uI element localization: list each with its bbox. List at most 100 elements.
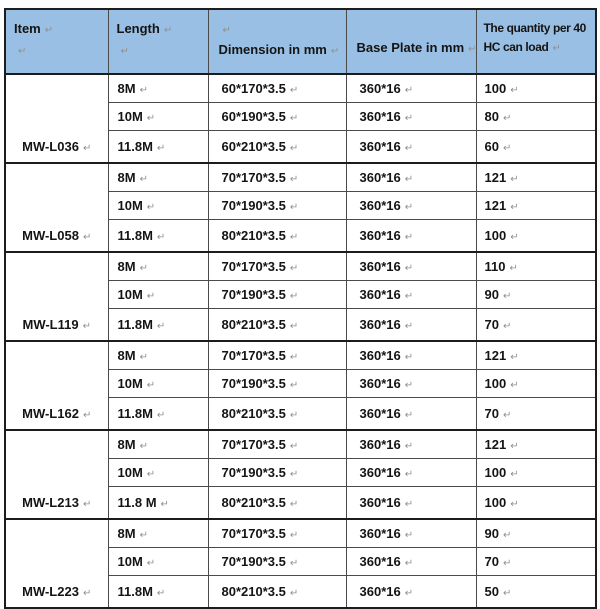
dimension-value: 70*170*3.5	[221, 169, 286, 185]
return-mark-icon: ↵	[510, 231, 519, 243]
return-mark-icon: ↵	[289, 173, 299, 185]
length-cell: 10M ↵	[107, 546, 209, 576]
return-mark-icon: ↵	[289, 440, 299, 452]
quantity-cell: 90 ↵	[475, 279, 597, 309]
dimension-cell: 70*170*3.5 ↵	[207, 162, 347, 192]
quantity-value: 100	[484, 227, 507, 243]
base-plate-cell: 360*16 ↵	[345, 574, 477, 609]
base-plate-cell: 360*16 ↵	[345, 340, 477, 370]
header-dimension-line1: ↵	[219, 19, 344, 40]
dimension-value: 70*190*3.5	[221, 464, 286, 480]
base-plate-value: 360*16	[359, 405, 401, 421]
length-cell: 10M ↵	[107, 279, 209, 309]
table-row: 10M ↵ 70*190*3.5 ↵ 360*16 ↵ 100 ↵	[5, 457, 597, 487]
dimension-value: 80*210*3.5	[221, 583, 286, 599]
base-plate-value: 360*16	[359, 197, 401, 213]
return-mark-icon: ↵	[139, 351, 148, 363]
dimension-cell: 70*190*3.5 ↵	[207, 457, 347, 487]
table-row: MW-L119 ↵ 8M ↵ 70*170*3.5 ↵ 360*16 ↵ 110 ↵	[4, 251, 597, 342]
return-mark-icon: ↵	[146, 557, 156, 569]
base-plate-cell: 360*16 ↵	[345, 279, 477, 309]
item-cell: MW-L058 ↵	[4, 162, 109, 253]
return-mark-icon: ↵	[289, 529, 299, 541]
quantity-cell: 121 ↵	[475, 162, 597, 192]
quantity-cell: 100 ↵	[475, 368, 597, 398]
base-plate-value: 360*16	[359, 525, 401, 541]
return-mark-icon: ↵	[404, 201, 414, 213]
return-mark-icon: ↵	[146, 201, 156, 213]
length-cell: 8M ↵	[107, 429, 209, 459]
base-plate-value: 360*16	[359, 347, 401, 363]
length-value: 10M	[117, 197, 143, 213]
length-value: 11.8M	[117, 138, 153, 154]
return-mark-icon: ↵	[156, 142, 166, 154]
quantity-cell: 80 ↵	[475, 101, 597, 131]
header-item-line2: ↵	[14, 40, 106, 61]
table-row: 10M ↵ 70*190*3.5 ↵ 360*16 ↵ 70 ↵	[5, 546, 597, 576]
header-length-line2: ↵	[117, 40, 206, 61]
dimension-cell: 70*170*3.5 ↵	[207, 518, 347, 548]
length-value: 10M	[117, 375, 143, 391]
quantity-value: 100	[484, 375, 507, 391]
header-quantity-line2: HC can load ↵	[484, 38, 594, 58]
quantity-cell: 100 ↵	[475, 218, 597, 253]
base-plate-cell: 360*16 ↵	[345, 162, 477, 192]
table-row: MW-L213 ↵ 8M ↵ 70*170*3.5 ↵ 360*16 ↵ 121 ↵	[4, 429, 597, 520]
return-mark-icon: ↵	[404, 290, 414, 302]
return-mark-icon: ↵	[139, 529, 148, 541]
quantity-value: 100	[484, 80, 507, 96]
return-mark-icon: ↵	[404, 84, 414, 96]
quantity-cell: 90 ↵	[475, 518, 597, 548]
dimension-cell: 80*210*3.5 ↵	[207, 485, 347, 520]
base-plate-value: 360*16	[359, 169, 401, 185]
base-plate-cell: 360*16 ↵	[345, 396, 477, 431]
table-row: MW-L058 ↵ 8M ↵ 70*170*3.5 ↵ 360*16 ↵ 121 ↵	[4, 162, 597, 253]
dimension-value: 60*210*3.5	[221, 138, 286, 154]
return-mark-icon: ↵	[510, 201, 519, 213]
base-plate-cell: 360*16 ↵	[345, 73, 477, 103]
length-cell: 10M ↵	[107, 368, 209, 398]
dimension-value: 80*210*3.5	[221, 405, 286, 421]
quantity-value: 50	[484, 583, 499, 599]
return-mark-icon: ↵	[139, 262, 148, 274]
dimension-cell: 80*210*3.5 ↵	[207, 307, 347, 342]
quantity-cell: 100 ↵	[475, 457, 597, 487]
dimension-cell: 60*190*3.5 ↵	[207, 101, 347, 131]
dimension-value: 70*190*3.5	[221, 553, 286, 569]
dimension-value: 70*170*3.5	[221, 258, 286, 274]
header-cell-quantity: The quantity per 40 HC can load ↵	[475, 8, 597, 75]
length-cell: 11.8M ↵	[107, 574, 209, 609]
return-mark-icon: ↵	[502, 529, 512, 541]
base-plate-value: 360*16	[359, 80, 401, 96]
header-quantity-line1: The quantity per 40	[484, 19, 594, 38]
return-mark-icon: ↵	[82, 321, 91, 332]
quantity-cell: 70 ↵	[475, 546, 597, 576]
length-cell: 11.8M ↵	[107, 396, 209, 431]
length-value: 10M	[117, 464, 143, 480]
header-item-label: Item	[14, 21, 41, 36]
dimension-value: 70*190*3.5	[221, 197, 286, 213]
return-mark-icon: ↵	[502, 290, 512, 302]
header-quantity-label-line2: HC can load	[483, 40, 549, 54]
return-mark-icon: ↵	[502, 112, 512, 124]
return-mark-icon: ↵	[289, 262, 299, 274]
item-cell: MW-L119 ↵	[4, 251, 109, 342]
return-mark-icon: ↵	[502, 587, 512, 599]
header-base-plate-line2: Base Plate in mm ↵	[357, 38, 476, 59]
return-mark-icon: ↵	[163, 25, 173, 36]
length-cell: 10M ↵	[107, 101, 209, 131]
return-mark-icon: ↵	[289, 468, 299, 480]
product-table: Item ↵ ↵ Length ↵ ↵ ↵ Dimension in mm ↵ Bas…	[4, 8, 597, 609]
header-quantity-label-line1: The quantity per 40	[483, 21, 587, 35]
base-plate-value: 360*16	[359, 138, 401, 154]
return-mark-icon: ↵	[18, 46, 27, 57]
return-mark-icon: ↵	[289, 231, 299, 243]
quantity-cell: 100 ↵	[475, 485, 597, 520]
length-cell: 11.8 M ↵	[107, 485, 209, 520]
base-plate-cell: 360*16 ↵	[345, 129, 477, 164]
return-mark-icon: ↵	[222, 25, 231, 36]
length-value: 10M	[117, 108, 143, 124]
length-value: 8M	[117, 347, 136, 363]
dimension-value: 60*170*3.5	[221, 80, 286, 96]
dimension-cell: 70*170*3.5 ↵	[207, 340, 347, 370]
